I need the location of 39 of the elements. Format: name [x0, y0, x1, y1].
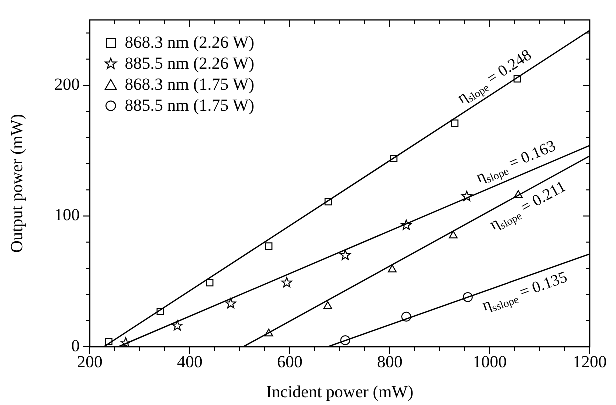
y-tick-label: 0: [72, 336, 80, 356]
point: [324, 198, 332, 206]
point: [265, 242, 273, 250]
x-axis-title: Incident power (mW): [266, 382, 414, 402]
annotation: ηsslope = 0.135: [480, 269, 570, 315]
point: [388, 264, 397, 273]
point: [340, 335, 350, 346]
point: [156, 308, 164, 316]
point: [449, 230, 458, 239]
x-tick-label: 600: [277, 352, 303, 372]
legend-label: 885.5 nm (2.26 W): [125, 53, 255, 74]
point: [514, 190, 523, 198]
legend-label: 868.3 nm (2.26 W): [125, 32, 255, 54]
legend-label: 885.5 nm (1.75 W): [125, 95, 255, 116]
point: [451, 120, 459, 128]
x-tick-label: 800: [377, 352, 403, 372]
point: [462, 190, 472, 202]
point: [324, 301, 332, 310]
point: [105, 338, 113, 346]
point: [401, 220, 412, 230]
y-axis-title: Output power (mW): [8, 114, 27, 254]
point: [264, 328, 274, 337]
point: [282, 277, 292, 288]
point: [206, 279, 214, 287]
x-tick-label: 1000: [473, 352, 507, 372]
point: [340, 250, 351, 260]
point: [402, 312, 412, 322]
point: [390, 155, 398, 162]
annotation: ηslope = 0.248: [454, 46, 535, 108]
point: [226, 298, 236, 309]
point: [463, 292, 473, 302]
y-tick-label: 100: [54, 206, 80, 225]
point: [172, 320, 183, 331]
legend-label: 868.3 nm (1.75 W): [125, 74, 255, 96]
point: [120, 337, 132, 347]
x-tick-label: 200: [77, 352, 103, 372]
x-tick-label: 400: [177, 352, 203, 372]
y-tick-label: 200: [54, 75, 80, 94]
x-tick-label: 1200: [573, 352, 607, 372]
